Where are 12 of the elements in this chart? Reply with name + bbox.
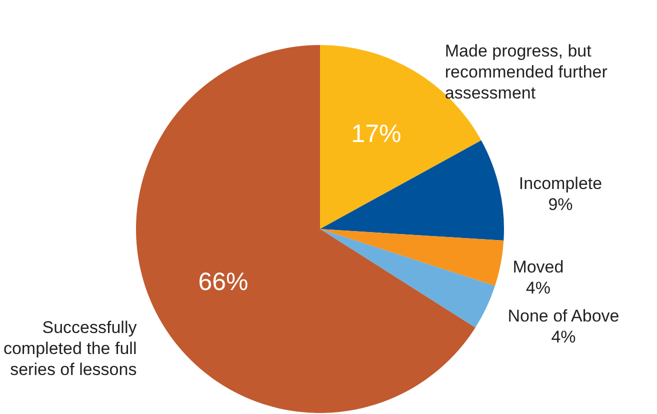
data-label: 4%	[526, 278, 550, 298]
slice-label: Moved	[512, 258, 564, 277]
data-label: 9%	[548, 195, 573, 214]
data-label: 17%	[351, 120, 402, 148]
slice-label: Made progress, but recommended further assessment	[444, 42, 608, 103]
data-label: 4%	[551, 328, 576, 347]
slice-label: None of Above	[508, 306, 620, 326]
slice-label: Successfully completed the full series of lessons	[3, 318, 138, 380]
data-label: 66%	[198, 268, 248, 296]
pie-slice	[320, 229, 504, 286]
pie-slice	[320, 229, 495, 328]
slice-label: Incomplete	[518, 174, 602, 194]
